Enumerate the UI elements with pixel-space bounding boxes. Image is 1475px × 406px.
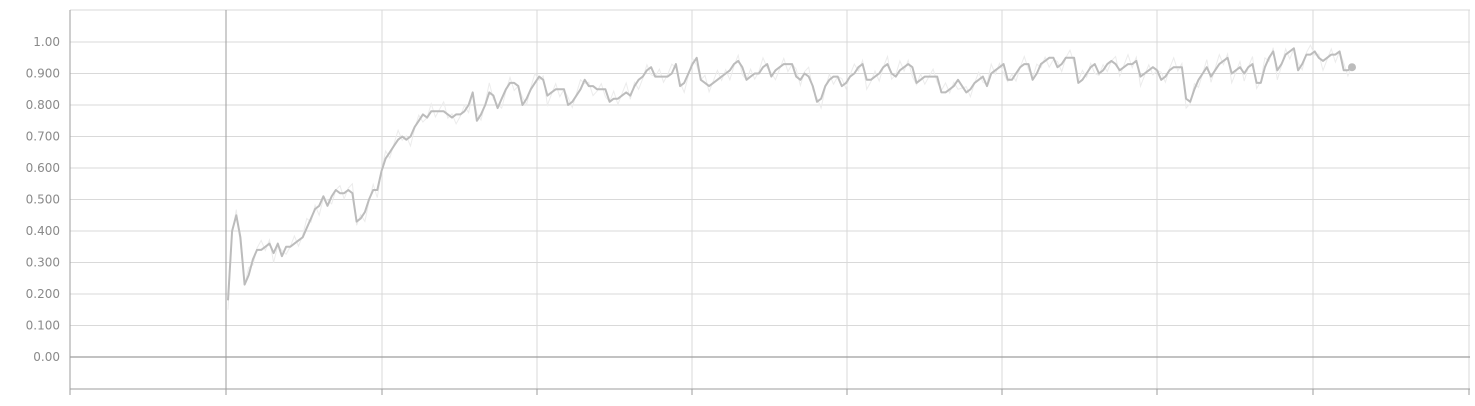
y-tick-label: 0.00	[33, 350, 60, 364]
y-tick-label: 0.900	[26, 67, 60, 81]
y-tick-label: 0.100	[26, 319, 60, 333]
y-tick-labels: 0.00 0.100 0.200 0.300 0.400 0.500 0.600 0.700 0…	[26, 35, 60, 364]
y-tick-label: 0.500	[26, 193, 60, 207]
y-tick-label: 0.700	[26, 130, 60, 144]
y-tick-label: 0.300	[26, 256, 60, 270]
y-tick-label: 1.00	[33, 35, 60, 49]
x-tick-marks	[69, 389, 1470, 395]
series-end-point	[1348, 63, 1356, 72]
y-tick-label: 0.800	[26, 98, 60, 112]
y-tick-label: 0.600	[26, 161, 60, 175]
y-tick-label: 0.400	[26, 224, 60, 238]
horizontal-gridlines	[70, 9, 1470, 358]
smoothed-series-line	[227, 47, 1353, 301]
y-tick-label: 0.200	[26, 287, 60, 301]
